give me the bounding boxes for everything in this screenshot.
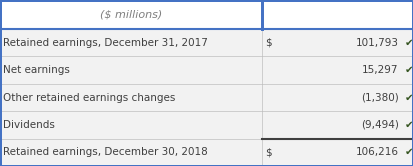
Text: 101,793: 101,793 [356, 38, 399, 48]
Text: ✔: ✔ [405, 38, 413, 48]
Text: $: $ [266, 38, 272, 48]
Bar [0, 0, 413, 29]
Text: Retained earnings, December 31, 2017: Retained earnings, December 31, 2017 [3, 38, 208, 48]
Text: 106,216: 106,216 [356, 147, 399, 157]
Text: ($ millions): ($ millions) [100, 9, 162, 20]
Text: ✔: ✔ [405, 120, 413, 130]
Text: ✔: ✔ [405, 147, 413, 157]
Text: ✔: ✔ [405, 92, 413, 103]
Text: Dividends: Dividends [3, 120, 55, 130]
Text: $: $ [266, 147, 272, 157]
Text: Retained earnings, December 30, 2018: Retained earnings, December 30, 2018 [3, 147, 208, 157]
Text: (1,380): (1,380) [361, 92, 399, 103]
Text: 15,297: 15,297 [362, 65, 399, 75]
Text: (9,494): (9,494) [361, 120, 399, 130]
Text: Net earnings: Net earnings [3, 65, 70, 75]
Text: ✔: ✔ [405, 65, 413, 75]
Text: Other retained earnings changes: Other retained earnings changes [3, 92, 176, 103]
